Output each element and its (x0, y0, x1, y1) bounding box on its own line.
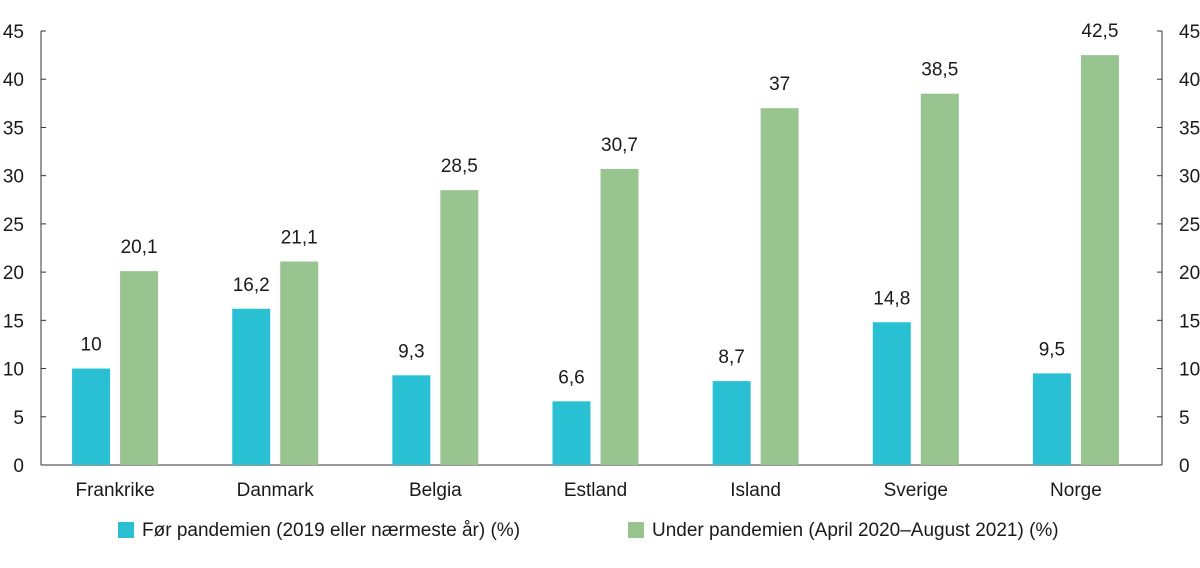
data-label: 10 (81, 335, 102, 356)
data-label: 14,8 (873, 288, 910, 309)
data-label: 16,2 (233, 275, 270, 296)
x-tick-label: Belgia (409, 480, 462, 501)
y-tick-label-right: 0 (1179, 456, 1190, 477)
y-tick-label-right: 30 (1179, 167, 1200, 188)
bar-during-danmark (280, 261, 319, 465)
bar-before-estland (552, 401, 591, 465)
bar-before-frankrike (72, 368, 111, 465)
y-tick-label-left: 30 (3, 167, 24, 188)
x-tick-label: Estland (564, 480, 627, 501)
x-tick-label: Frankrike (75, 480, 154, 501)
axes-layer: 0 0 5 5 10 10 15 15 20 20 25 25 30 30 35 35 40 40 45 45 Fran… (3, 22, 1200, 501)
y-tick-label-left: 40 (3, 70, 24, 91)
y-tick-label-left: 25 (3, 215, 24, 236)
x-tick-label: Island (730, 480, 781, 501)
y-tick-label-right: 35 (1179, 118, 1200, 139)
bar-during-frankrike (120, 271, 159, 465)
x-tick-label: Danmark (237, 480, 315, 501)
x-tick-label: Norge (1050, 480, 1102, 501)
data-label: 9,5 (1039, 339, 1065, 360)
legend-swatch (118, 522, 134, 538)
y-tick-label-right: 20 (1179, 263, 1200, 284)
y-tick-label-left: 20 (3, 263, 24, 284)
bar-before-island (712, 381, 751, 465)
y-tick-label-left: 15 (3, 311, 24, 332)
data-label: 30,7 (601, 135, 638, 156)
data-label: 9,3 (398, 341, 424, 362)
bar-during-belgia (440, 190, 479, 465)
y-tick-label-left: 5 (13, 408, 24, 429)
legend-label: Under pandemien (April 2020–August 2021)… (652, 520, 1059, 541)
y-tick-label-left: 0 (13, 456, 24, 477)
legend-swatch (628, 522, 644, 538)
y-tick-label-right: 5 (1179, 408, 1190, 429)
bar-during-estland (600, 168, 639, 465)
data-label: 21,1 (281, 228, 318, 249)
data-label: 8,7 (718, 347, 744, 368)
y-tick-label-right: 45 (1179, 22, 1200, 43)
legend: Før pandemien (2019 eller nærmeste år) (… (118, 520, 1059, 541)
y-tick-label-left: 10 (3, 360, 24, 381)
data-label: 6,6 (558, 367, 584, 388)
data-label: 42,5 (1081, 21, 1118, 42)
y-tick-label-left: 45 (3, 22, 24, 43)
bar-during-norge (1080, 55, 1119, 465)
bar-during-sverige (920, 93, 959, 465)
bar-before-belgia (392, 375, 431, 465)
bar-before-norge (1032, 373, 1071, 465)
y-tick-label-left: 35 (3, 118, 24, 139)
data-label: 28,5 (441, 156, 478, 177)
data-label: 20,1 (121, 237, 158, 258)
data-label: 37 (769, 74, 790, 95)
bars-layer (72, 55, 1119, 466)
x-tick-label: Sverige (884, 480, 948, 501)
data-labels-layer: 10 20,1 16,2 21,1 9,3 28,5 6,6 30,7 8,7 37 14,8 38,… (81, 21, 1119, 388)
y-tick-label-right: 15 (1179, 311, 1200, 332)
bar-before-sverige (872, 322, 911, 465)
legend-label: Før pandemien (2019 eller nærmeste år) (… (142, 520, 520, 541)
y-tick-label-right: 25 (1179, 215, 1200, 236)
y-tick-label-right: 10 (1179, 360, 1200, 381)
bar-during-island (760, 108, 799, 466)
y-tick-label-right: 40 (1179, 70, 1200, 91)
bar-before-danmark (232, 308, 271, 465)
data-label: 38,5 (921, 60, 958, 81)
